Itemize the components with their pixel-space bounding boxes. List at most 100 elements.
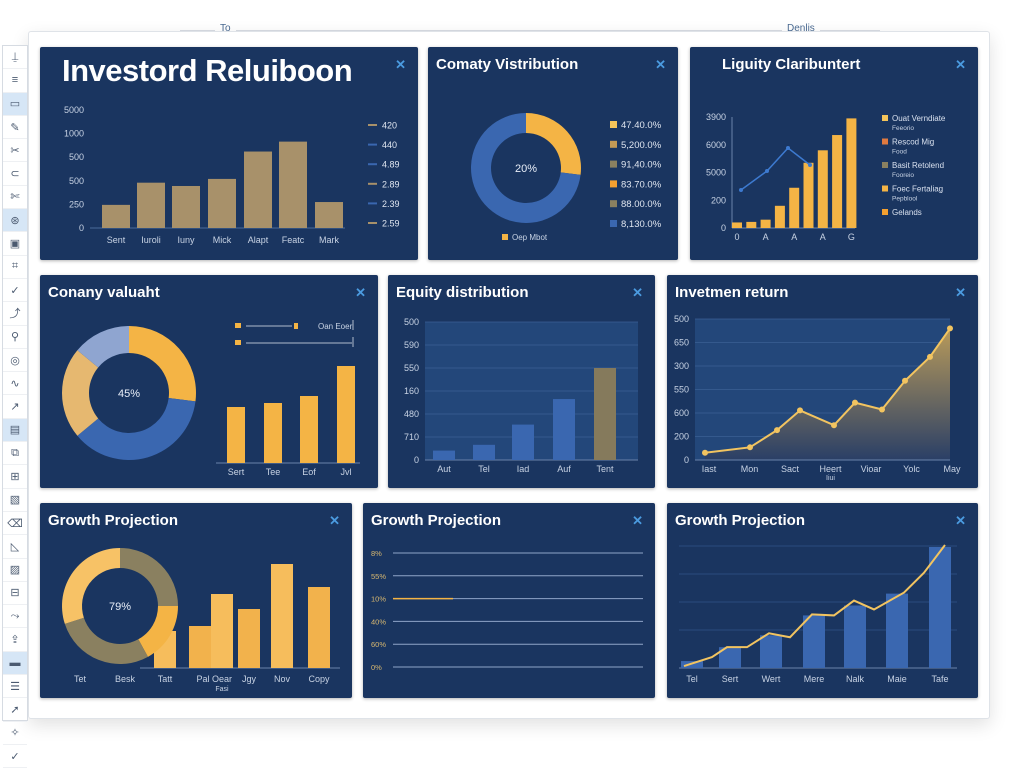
chart-svg: 45% Oan Eoer Sert Tee Eof Jvl: [61, 320, 360, 477]
wand-icon[interactable]: ✧: [3, 722, 27, 745]
donut-center-label: 20%: [515, 163, 537, 175]
line-point: [765, 169, 769, 174]
cut-icon[interactable]: ✄: [3, 186, 27, 210]
upload-icon[interactable]: ⇪: [3, 628, 27, 652]
arrow-icon[interactable]: ↗: [3, 395, 27, 419]
rectangle-icon[interactable]: ▭: [3, 92, 27, 116]
close-icon[interactable]: ✕: [632, 513, 643, 528]
lines-icon[interactable]: ≡: [3, 69, 27, 93]
text-tool-icon[interactable]: ⍊: [3, 46, 27, 70]
x-tick-label: Besk: [115, 674, 136, 684]
y-tick-label: 0: [721, 223, 726, 233]
close-icon[interactable]: ✕: [355, 285, 366, 300]
check-icon[interactable]: ✓: [3, 745, 27, 768]
frame-icon[interactable]: ▤: [3, 418, 27, 443]
link-icon[interactable]: ⊂: [3, 162, 27, 186]
bar-Sert: [227, 407, 245, 463]
stack-icon[interactable]: ☰: [3, 675, 27, 699]
image-alt-icon[interactable]: ▧: [3, 489, 27, 512]
x-tick-label: Sent: [107, 235, 126, 245]
grid-icon[interactable]: ⊞: [3, 465, 27, 489]
bar: [789, 187, 800, 228]
pen-icon[interactable]: ✎: [3, 116, 27, 140]
legend-sublabel: Pepblool: [892, 196, 918, 203]
y-tick-label: 5000: [706, 168, 726, 178]
x-tick-label: Vioar: [861, 464, 882, 474]
shape-icon[interactable]: ◎: [3, 349, 27, 373]
close-icon[interactable]: ✕: [632, 285, 643, 300]
legend-label: Oan Eoer: [318, 322, 353, 331]
tray-icon[interactable]: ▬: [3, 651, 27, 676]
legend-swatch: [235, 340, 241, 345]
legend-label: 440: [382, 140, 397, 150]
scissors-icon[interactable]: ✂: [3, 139, 27, 163]
slider-handle: [294, 323, 298, 329]
crop-icon[interactable]: ⌗: [3, 256, 27, 279]
donut-slice-3: [61, 548, 120, 624]
close-icon[interactable]: ✕: [955, 285, 966, 300]
bar: [308, 587, 330, 668]
bar: [732, 222, 742, 228]
legend-swatch: [882, 185, 888, 192]
donut-slice-1: [77, 398, 196, 460]
x-tick-label: Heert: [819, 464, 842, 474]
close-icon[interactable]: ✕: [395, 57, 406, 72]
picture-icon[interactable]: ▨: [3, 559, 27, 582]
legend-swatch: [610, 121, 617, 128]
x-tick-sublabel: Iiui: [826, 475, 835, 482]
eraser-icon[interactable]: ⌫: [3, 512, 27, 536]
close-icon[interactable]: ✕: [955, 513, 966, 528]
donut-slice-0: [526, 113, 581, 175]
close-icon[interactable]: ✕: [329, 513, 340, 528]
x-tick-label: Sert: [228, 467, 245, 477]
pointer-icon[interactable]: ➚: [3, 698, 27, 722]
y-tick-label: 550: [674, 385, 689, 395]
brush-icon[interactable]: ⤴: [3, 302, 27, 326]
legend-swatch: [610, 200, 617, 208]
node-icon[interactable]: ⚲: [3, 326, 27, 349]
curve-icon[interactable]: ∿: [3, 372, 27, 396]
panel-title: Investord Reluiboon: [62, 53, 353, 88]
x-tick-label: A: [791, 232, 797, 242]
x-tick-label: Mick: [213, 235, 232, 245]
x-tick-label: Alapt: [248, 235, 269, 245]
close-icon[interactable]: ✕: [955, 57, 966, 72]
chart-svg: 20% 47.40.0% 5,200.0% 91,40.0% 83.70.0% 88.00…: [471, 113, 662, 242]
tool-palette: ⍊ ≡ ▭ ✎ ✂ ⊂ ✄ ⊛ ▣ ⌗ ✓ ⤴ ⚲ ◎ ∿ ↗ ▤ ⧉ ⊞ ▧ ⌫ ◺ ▨ ⊟ ⤳ ⇪ ▬ ☰ ➚ ✧ ✓: [2, 45, 28, 768]
x-tick-label: Oear: [212, 674, 232, 684]
y-tick-label: 200: [674, 432, 689, 442]
panel-company-valuation: 45% Oan Eoer Sert Tee Eof Jvl Conany valuaht …: [40, 275, 378, 488]
donut-slice-1: [471, 113, 581, 223]
donut-slice-0: [120, 548, 178, 606]
image-icon[interactable]: ▣: [3, 232, 27, 256]
bar-Tee: [264, 403, 282, 463]
legend-swatch: [882, 162, 888, 168]
donut-center-label: 45%: [118, 388, 140, 400]
legend-label: Basit Retolend: [892, 161, 944, 170]
y-tick-label: 160: [404, 386, 419, 396]
legend-swatch: [502, 234, 508, 240]
chart-svg: 0 710 480 160 550 590 500 Aut Tel Iad Auf Tent: [404, 317, 638, 474]
x-tick-label: May: [943, 464, 961, 474]
area-fill: [705, 328, 950, 460]
x-tick-label: Jvl: [341, 467, 352, 477]
lasso-icon[interactable]: ⤳: [3, 605, 27, 629]
line-point: [786, 145, 790, 150]
legend-label: 2.59: [382, 219, 400, 229]
legend-swatch: [610, 220, 617, 227]
panel-growth-projection-1: 79% Tet Besk Tatt Pal Oear Jgy Nov Copy Fasi Grow…: [40, 503, 352, 698]
layers-icon[interactable]: ⧉: [3, 442, 27, 466]
pin-icon[interactable]: ✓: [3, 279, 27, 303]
donut-center-label: 79%: [109, 601, 131, 613]
donut-slice-3: [77, 326, 129, 368]
group-icon[interactable]: ⊛: [3, 209, 27, 233]
ruler-icon[interactable]: ◺: [3, 535, 27, 559]
panel-company-distribution: 20% 47.40.0% 5,200.0% 91,40.0% 83.70.0% 88.00…: [428, 47, 678, 260]
x-tick-label: Yolc: [903, 464, 920, 474]
bar-Nalk: [844, 605, 866, 668]
header-right-label: Denlis: [782, 23, 820, 34]
gallery-icon[interactable]: ⊟: [3, 582, 27, 606]
bar-Auf: [553, 399, 575, 460]
panel-title: Comaty Vistribution: [436, 56, 579, 73]
close-icon[interactable]: ✕: [655, 57, 666, 72]
